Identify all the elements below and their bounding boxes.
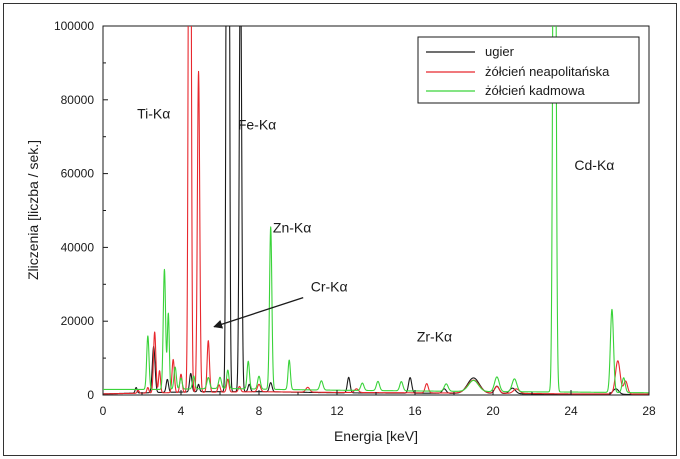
outer-frame — [3, 3, 677, 456]
legend-box — [417, 36, 640, 104]
peak-label: Zr-Kα — [417, 328, 452, 344]
cr-arrow — [213, 297, 304, 329]
x-axis-label: Energia [keV] — [334, 428, 418, 444]
legend-label-ugier: ugier — [485, 44, 515, 59]
peak-label: Cd-Kα — [574, 157, 614, 173]
legend-label-kadmowa: żółcień kadmowa — [485, 83, 585, 98]
y-tick-label: 60000 — [61, 167, 95, 181]
x-tick-label: 20 — [486, 404, 500, 418]
x-tick-label: 28 — [642, 404, 656, 418]
peak-label: Fe-Kα — [238, 116, 276, 132]
series-line-2 — [103, 26, 649, 394]
x-tick-label: 24 — [564, 404, 578, 418]
y-tick-label: 40000 — [61, 240, 95, 254]
x-tick-label: 16 — [408, 404, 422, 418]
legend-label-neapolitanska: żółcień neapolitańska — [485, 64, 610, 79]
peak-label: Ti-Kα — [137, 105, 170, 121]
annotation-layer: Ti-Kα Fe-Kα Zn-Kα Cr-Kα Zr-Kα Cd-Kα — [137, 105, 614, 344]
peak-label: Cr-Kα — [311, 279, 348, 295]
peak-label: Zn-Kα — [273, 220, 311, 236]
y-tick-label: 20000 — [61, 314, 95, 328]
x-tick-label: 12 — [330, 404, 344, 418]
y-tick-label: 100000 — [54, 19, 94, 33]
x-tick-label: 4 — [178, 404, 185, 418]
y-tick-label: 80000 — [61, 93, 95, 107]
x-tick-label: 8 — [256, 404, 263, 418]
y-tick-label: 0 — [87, 388, 94, 402]
y-axis-label: Zliczenia [liczba / sek.] — [25, 140, 41, 280]
x-tick-label: 0 — [100, 404, 107, 418]
legend: ugier żółcień neapolitańska żółcień kadm… — [417, 36, 640, 104]
axis-layer: 0 4 8 12 16 20 24 28 0 20000 40000 60000 80000 100000 — [54, 19, 656, 418]
